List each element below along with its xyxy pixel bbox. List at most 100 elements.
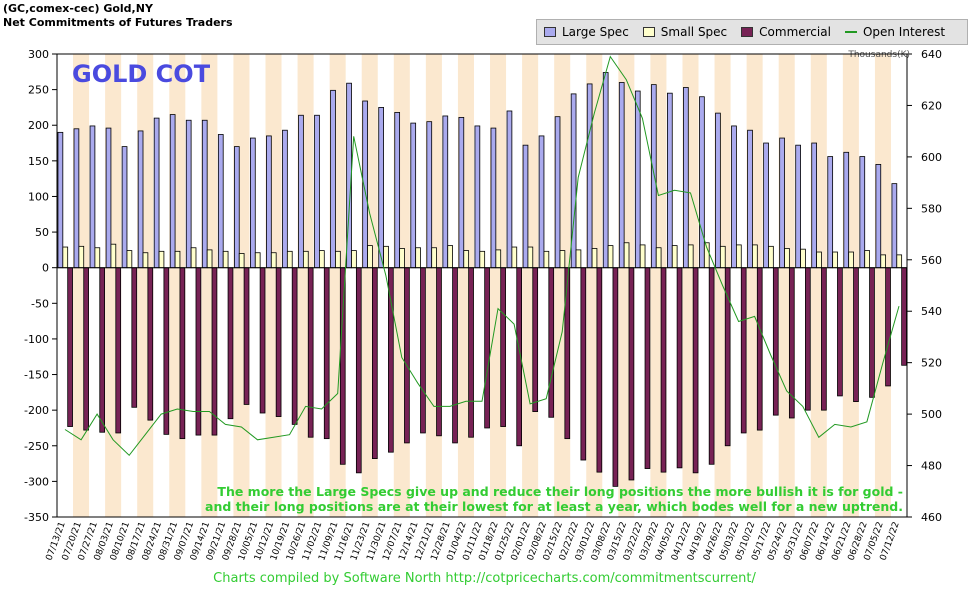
bar-small-spec	[206, 249, 213, 269]
bar-small-spec	[190, 247, 197, 269]
bar-small-spec	[816, 251, 822, 269]
bar-large-spec	[250, 137, 256, 269]
legend-item-commercial: Commercial	[741, 25, 831, 39]
bar-commercial	[885, 267, 891, 387]
legend-swatch-open-interest	[844, 31, 857, 33]
bar-large-spec	[378, 107, 384, 269]
bar-commercial	[692, 267, 699, 474]
bar-large-spec	[233, 146, 240, 269]
bar-small-spec	[511, 246, 518, 269]
bar-large-spec	[795, 144, 801, 269]
bar-large-spec	[618, 82, 625, 269]
chart-header-line1: (GC,comex-cec) Gold,NY	[3, 2, 153, 15]
bar-large-spec	[650, 84, 657, 269]
bar-commercial	[644, 267, 651, 469]
bar-large-spec	[57, 131, 64, 269]
bar-commercial	[355, 267, 362, 474]
plot-border	[56, 53, 908, 518]
bar-commercial	[580, 267, 587, 461]
bar-small-spec	[415, 247, 421, 269]
bar-large-spec	[634, 90, 641, 269]
bar-large-spec	[105, 127, 112, 269]
bar-small-spec	[832, 251, 838, 269]
legend-swatch-commercial	[741, 27, 754, 37]
bar-large-spec	[217, 134, 224, 269]
bar-commercial	[821, 267, 827, 411]
bar-commercial	[468, 267, 474, 438]
bar-large-spec	[699, 96, 705, 269]
bar-large-spec	[522, 144, 529, 269]
bar-large-spec	[442, 115, 449, 269]
bar-commercial	[548, 267, 555, 418]
bar-large-spec	[554, 116, 561, 269]
bar-commercial	[724, 267, 731, 447]
bar-small-spec	[607, 245, 614, 269]
bar-commercial	[740, 267, 747, 434]
bar-small-spec	[687, 244, 694, 269]
bar-commercial	[532, 267, 539, 412]
bar-large-spec	[153, 117, 160, 269]
right-axis-tick-label: 520	[921, 357, 942, 370]
bar-small-spec	[431, 247, 437, 269]
bar-small-spec	[254, 252, 261, 269]
bar-small-spec	[527, 246, 534, 269]
bar-small-spec	[335, 250, 341, 269]
bar-large-spec	[779, 137, 785, 269]
bar-commercial	[291, 267, 298, 425]
bar-large-spec	[474, 125, 481, 269]
bar-small-spec	[671, 245, 678, 269]
bar-small-spec	[591, 248, 598, 269]
bar-small-spec	[800, 248, 806, 269]
bar-small-spec	[736, 244, 742, 269]
bar-commercial	[660, 267, 667, 473]
bar-large-spec	[666, 92, 673, 269]
chart-annotation: The more the Large Specs give up and red…	[217, 484, 903, 499]
bar-large-spec	[811, 142, 817, 269]
right-axis-tick-label: 480	[921, 460, 942, 473]
bar-small-spec	[848, 251, 854, 269]
chart-header-line2: Net Commitments of Futures Traders	[3, 16, 233, 29]
open-interest-line	[64, 55, 900, 457]
bar-commercial	[676, 267, 683, 469]
bar-large-spec	[298, 114, 304, 269]
bar-small-spec	[575, 249, 582, 269]
legend-item-large-spec: Large Spec	[544, 25, 629, 39]
left-axis-tick-label: 0	[42, 262, 49, 275]
bar-small-spec	[110, 243, 117, 269]
bar-commercial	[404, 267, 410, 444]
bar-small-spec	[222, 250, 229, 269]
bar-large-spec	[538, 135, 545, 269]
bar-small-spec	[623, 242, 630, 269]
legend-swatch-large-spec	[544, 27, 556, 37]
bar-commercial	[484, 267, 490, 429]
bar-small-spec	[174, 250, 181, 269]
left-axis-tick-label: -200	[24, 404, 49, 417]
chart-title: GOLD COT	[72, 60, 211, 88]
bar-small-spec	[158, 250, 165, 269]
bar-large-spec	[715, 112, 721, 269]
bar-large-spec	[891, 183, 898, 269]
bar-large-spec	[763, 142, 769, 269]
bar-large-spec	[683, 87, 689, 269]
left-axis-tick-label: -150	[24, 369, 49, 382]
legend-item-open-interest: Open Interest	[844, 25, 945, 39]
bar-commercial	[436, 267, 442, 437]
right-axis-tick-label: 560	[921, 254, 942, 267]
right-axis-tick-label: 500	[921, 408, 942, 421]
left-axis-tick-label: -300	[24, 475, 49, 488]
bar-commercial	[869, 267, 875, 398]
bar-large-spec	[121, 146, 128, 269]
bar-small-spec	[543, 250, 550, 269]
bar-large-spec	[282, 129, 288, 269]
bar-large-spec	[859, 156, 866, 269]
legend: Large Spec Small Spec Commercial Open In…	[536, 19, 968, 45]
bar-commercial	[388, 267, 394, 453]
bar-small-spec	[896, 254, 903, 269]
bar-commercial	[628, 267, 635, 481]
bar-large-spec	[394, 112, 401, 269]
bar-large-spec	[586, 83, 593, 269]
bar-commercial	[227, 267, 234, 420]
bar-commercial	[131, 267, 138, 408]
chart-annotation: and their long positions are at their lo…	[205, 499, 903, 514]
bar-large-spec	[827, 156, 834, 269]
